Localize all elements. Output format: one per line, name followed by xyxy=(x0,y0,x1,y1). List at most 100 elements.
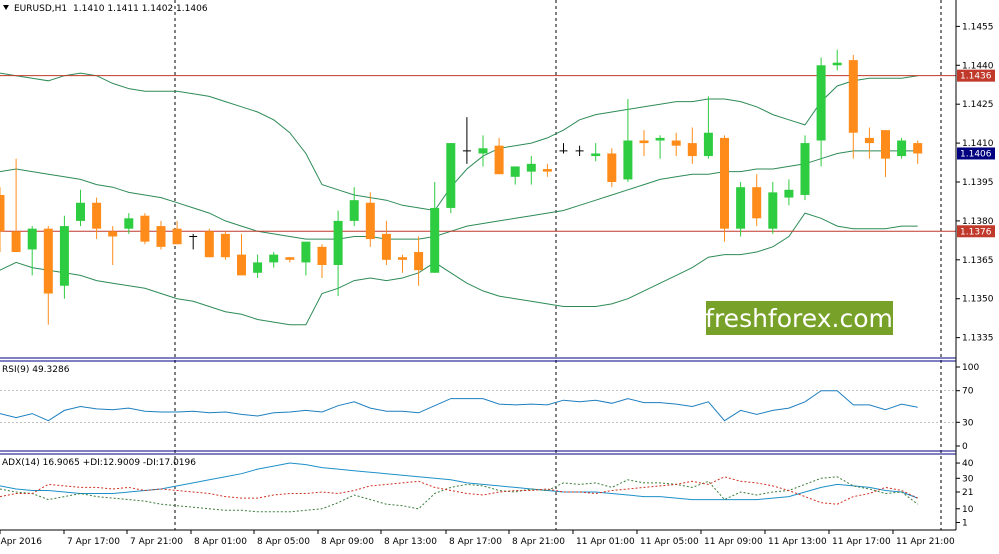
candle-body xyxy=(607,153,617,182)
adx-tick-label: 1 xyxy=(962,518,968,528)
price-tag-label: 1.1376 xyxy=(960,227,992,237)
time-tick-label: 7 Apr 21:00 xyxy=(130,537,183,547)
current-price-label: 1.1406 xyxy=(960,149,992,159)
time-tick-label: 11 Apr 17:00 xyxy=(832,537,891,547)
candles xyxy=(0,49,923,325)
bollinger-bands xyxy=(0,72,918,326)
candle-body xyxy=(285,257,295,260)
price-tick-label: 1.1380 xyxy=(962,217,994,227)
candle-body xyxy=(92,202,102,229)
time-tick-label: 8 Apr 13:00 xyxy=(384,537,437,547)
price-tick-label: 1.1440 xyxy=(962,61,994,71)
candle-body xyxy=(414,252,424,271)
candle-body xyxy=(639,140,649,144)
time-tick-label: 11 Apr 13:00 xyxy=(768,537,827,547)
watermark: freshforex.com xyxy=(705,301,893,335)
candle-body xyxy=(864,137,874,144)
rsi-panel xyxy=(0,390,956,423)
time-tick-label: 11 Apr 09:00 xyxy=(704,537,763,547)
time-tick-label: 7 Apr 17:00 xyxy=(67,537,120,547)
rsi-tick-label: 30 xyxy=(962,418,974,428)
candle-body xyxy=(542,169,552,172)
symbol-label: EURUSD,H1 xyxy=(14,4,67,14)
candle-body xyxy=(591,153,601,157)
candle-body xyxy=(381,233,391,260)
candle-body xyxy=(317,246,327,265)
candle-body xyxy=(237,254,246,276)
candle-body xyxy=(253,262,263,273)
candle-body xyxy=(687,143,697,157)
bollinger-lower-line xyxy=(0,212,918,326)
candle-body xyxy=(11,231,21,253)
watermark-box xyxy=(706,301,893,335)
time-tick-label: 8 Apr 09:00 xyxy=(321,537,374,547)
time-tick-label: 8 Apr 05:00 xyxy=(257,537,310,547)
price-tag-bg xyxy=(957,225,995,238)
candle-body xyxy=(752,187,762,219)
candle-body xyxy=(784,189,794,198)
triangle-down-icon[interactable] xyxy=(3,5,9,10)
adx-tick-label: 21 xyxy=(962,488,973,498)
candle-body xyxy=(27,228,37,250)
candle-body xyxy=(736,187,746,229)
candle-body xyxy=(720,137,729,229)
price-tick-label: 1.1335 xyxy=(962,334,994,344)
candle-body xyxy=(913,143,923,154)
candle-body xyxy=(301,241,311,263)
candle-body xyxy=(446,143,456,208)
plus-di-line xyxy=(0,476,919,513)
minus-di-line xyxy=(0,476,918,505)
price-tick-label: 1.1395 xyxy=(962,178,994,188)
adx-panel xyxy=(0,462,919,513)
candle-body xyxy=(703,132,713,157)
time-tick-label: 7 Apr 2016 xyxy=(0,537,42,547)
time-tick-label: 8 Apr 17:00 xyxy=(449,537,502,547)
price-tick-label: 1.1410 xyxy=(962,139,994,149)
adx-tick-label: 30 xyxy=(962,474,974,484)
candle-body xyxy=(816,65,826,141)
candle-body xyxy=(832,62,842,66)
candle-body xyxy=(333,220,343,265)
bollinger-middle-line xyxy=(0,150,918,240)
candle-body xyxy=(510,166,520,177)
time-tick-label: 8 Apr 01:00 xyxy=(194,537,247,547)
candle-body xyxy=(0,194,5,232)
candle-body xyxy=(430,207,440,273)
axes: 1.14551.14401.14251.14101.13951.13801.13… xyxy=(0,22,994,547)
candle-body xyxy=(800,143,810,195)
candle-body xyxy=(59,226,69,286)
chart-header: EURUSD,H1 1.1410 1.1411 1.1402 1.1406 xyxy=(3,4,208,14)
candle-body xyxy=(494,145,504,175)
rsi-tick-label: 70 xyxy=(962,387,974,397)
price-tick-label: 1.1350 xyxy=(962,295,994,305)
candle-body xyxy=(768,192,778,229)
watermark-text: freshforex.com xyxy=(705,304,893,333)
grid-lines xyxy=(174,0,942,530)
candle-body xyxy=(671,140,681,146)
candle-body xyxy=(204,231,214,258)
rsi-tick-label: 0 xyxy=(962,442,968,452)
price-tick-label: 1.1365 xyxy=(962,256,994,266)
price-tag-bg xyxy=(957,69,995,82)
candle-body xyxy=(140,215,150,242)
price-tag-label: 1.1436 xyxy=(960,72,992,82)
candle-body xyxy=(398,257,407,260)
candle-body xyxy=(478,148,488,154)
candle-body xyxy=(156,226,166,247)
price-tick-label: 1.1455 xyxy=(962,22,994,32)
ohlc-values: 1.1410 1.1411 1.1402 1.1406 xyxy=(73,4,208,14)
candle-body xyxy=(76,202,85,221)
candle-body xyxy=(269,254,279,263)
candle-body xyxy=(881,130,890,159)
candle-body xyxy=(124,218,134,229)
rsi-line xyxy=(0,390,918,422)
price-tick-label: 1.1425 xyxy=(962,100,994,110)
candle-body xyxy=(220,233,230,258)
rsi-title: RSI(9) 49.3286 xyxy=(2,365,70,375)
time-tick-label: 11 Apr 05:00 xyxy=(640,537,699,547)
candle-body xyxy=(365,202,375,240)
candle-body xyxy=(655,137,665,141)
